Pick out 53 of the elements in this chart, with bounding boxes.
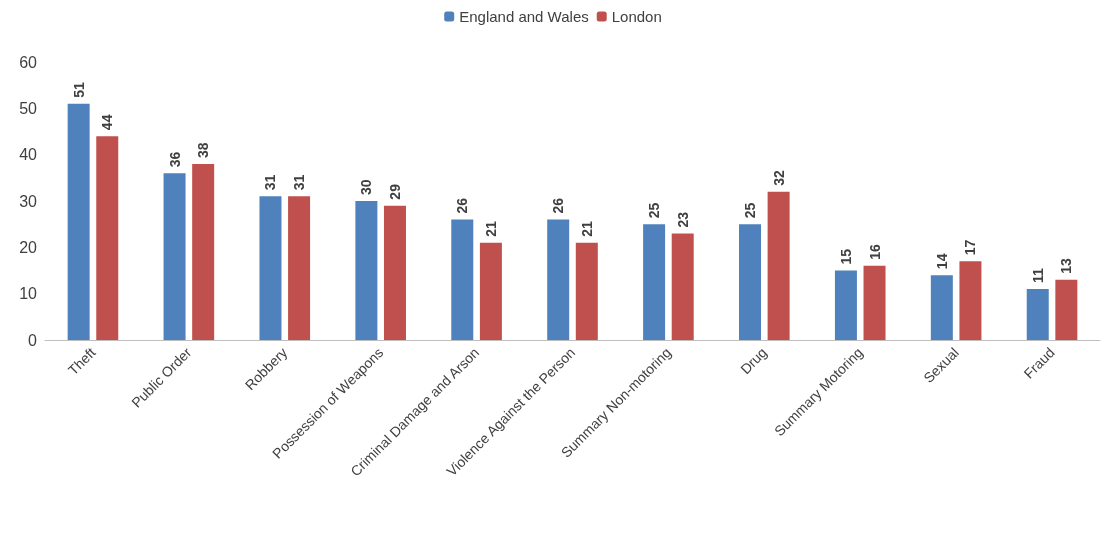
data-label: 31 bbox=[262, 174, 279, 191]
y-tick-label: 10 bbox=[19, 285, 38, 303]
bar bbox=[288, 196, 311, 340]
bar bbox=[671, 233, 694, 340]
data-label: 17 bbox=[962, 239, 979, 256]
bar bbox=[1026, 289, 1049, 340]
data-label: 44 bbox=[99, 114, 116, 131]
y-tick-label: 40 bbox=[19, 146, 38, 164]
bar bbox=[739, 224, 762, 340]
y-tick-label: 50 bbox=[19, 99, 38, 117]
data-label: 31 bbox=[291, 174, 308, 191]
data-label: 13 bbox=[1058, 257, 1075, 274]
bar bbox=[479, 242, 502, 340]
data-label: 21 bbox=[482, 220, 499, 237]
bar bbox=[96, 136, 119, 340]
legend-label: London bbox=[611, 8, 662, 25]
bar bbox=[355, 201, 378, 340]
bar bbox=[575, 242, 598, 340]
data-label: 25 bbox=[742, 202, 759, 219]
data-label: 26 bbox=[454, 197, 471, 214]
bar bbox=[959, 261, 982, 340]
y-tick-label: 20 bbox=[19, 238, 38, 256]
bar bbox=[163, 173, 186, 340]
bar bbox=[1055, 279, 1078, 340]
bar bbox=[834, 270, 857, 340]
y-tick-label: 0 bbox=[28, 331, 38, 349]
bar bbox=[67, 103, 90, 340]
bar bbox=[863, 265, 886, 340]
legend-label: England and Wales bbox=[459, 8, 589, 25]
data-label: 29 bbox=[386, 183, 403, 200]
y-tick-label: 60 bbox=[19, 53, 38, 71]
bar bbox=[192, 163, 215, 340]
data-label: 21 bbox=[578, 220, 595, 237]
data-label: 14 bbox=[933, 253, 950, 270]
data-label: 30 bbox=[358, 179, 375, 195]
data-label: 38 bbox=[195, 142, 212, 158]
bar bbox=[930, 275, 953, 340]
data-label: 32 bbox=[770, 169, 787, 186]
data-label: 11 bbox=[1029, 268, 1046, 284]
data-label: 23 bbox=[674, 211, 691, 228]
data-label: 25 bbox=[646, 202, 663, 219]
bar bbox=[643, 224, 666, 340]
bar bbox=[547, 219, 570, 340]
data-label: 51 bbox=[70, 81, 87, 98]
bar bbox=[259, 196, 282, 340]
data-label: 15 bbox=[837, 248, 854, 265]
y-tick-label: 30 bbox=[19, 192, 38, 210]
bar bbox=[383, 205, 406, 340]
bar bbox=[451, 219, 474, 340]
data-label: 36 bbox=[166, 151, 183, 168]
data-label: 16 bbox=[866, 244, 883, 260]
bar bbox=[767, 191, 790, 340]
data-label: 26 bbox=[550, 197, 567, 214]
